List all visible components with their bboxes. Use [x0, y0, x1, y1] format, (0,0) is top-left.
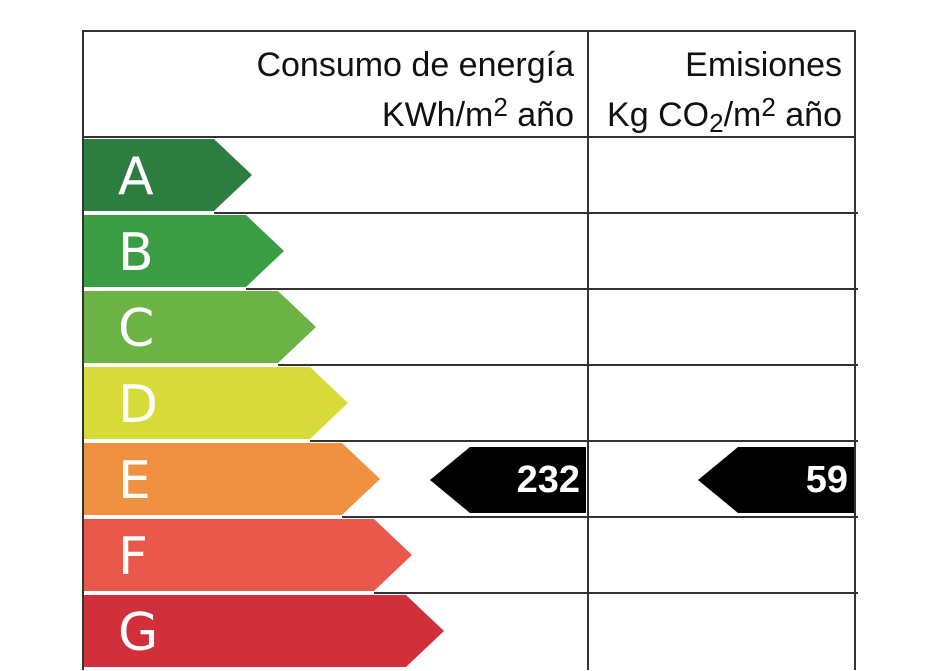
rating-letter-e: E [118, 451, 151, 511]
rating-arrow-a: A [84, 139, 252, 211]
column-divider [587, 32, 589, 670]
rating-letter-a: A [118, 147, 154, 207]
energy-title: Consumo de energía [256, 46, 574, 84]
emissions-value-marker: 59 [698, 447, 854, 513]
rating-arrow-d: D [84, 367, 348, 439]
row-divider [278, 364, 858, 366]
row-divider [342, 516, 858, 518]
rating-arrow-e: E [84, 443, 380, 515]
row-divider [310, 440, 858, 442]
emissions-value: 59 [805, 459, 848, 501]
rating-letter-c: C [118, 299, 155, 359]
rating-arrow-c: C [84, 291, 316, 363]
rating-arrow-b: B [84, 215, 284, 287]
energy-value-marker: 232 [430, 447, 586, 513]
emissions-header: Emisiones Kg CO2/m2 año [589, 44, 842, 144]
row-divider [246, 288, 858, 290]
rating-letter-b: B [118, 223, 154, 283]
energy-value: 232 [516, 459, 580, 501]
energy-unit: KWh/m2 año [381, 92, 574, 134]
energy-header: Consumo de energía KWh/m2 año [84, 44, 574, 136]
rating-arrow-g: G [84, 595, 444, 667]
rating-letter-d: D [118, 375, 159, 435]
rating-arrow-f: F [84, 519, 412, 591]
header-divider [84, 136, 854, 138]
row-divider [374, 592, 858, 594]
emissions-title: Emisiones [685, 46, 842, 84]
rating-letter-g: G [118, 603, 159, 663]
row-divider [214, 212, 858, 214]
emissions-unit: Kg CO2/m2 año [607, 92, 842, 138]
energy-label: Consumo de energía KWh/m2 año Emisiones … [82, 30, 858, 670]
rating-letter-f: F [118, 527, 148, 587]
